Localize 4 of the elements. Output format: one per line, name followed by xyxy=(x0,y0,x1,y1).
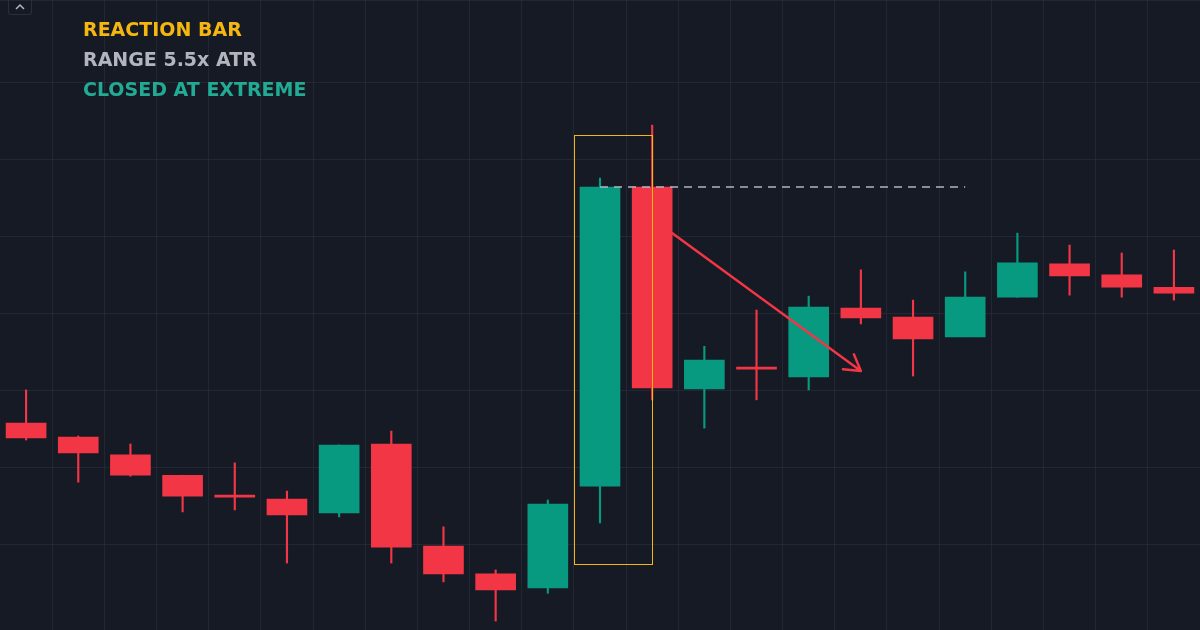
chart-subtitle: RANGE 5.5x ATR xyxy=(83,48,257,70)
candlestick xyxy=(1049,244,1090,296)
text: CLOSED AT EXTREME xyxy=(83,78,307,100)
chart-title: REACTION BAR xyxy=(83,18,242,40)
